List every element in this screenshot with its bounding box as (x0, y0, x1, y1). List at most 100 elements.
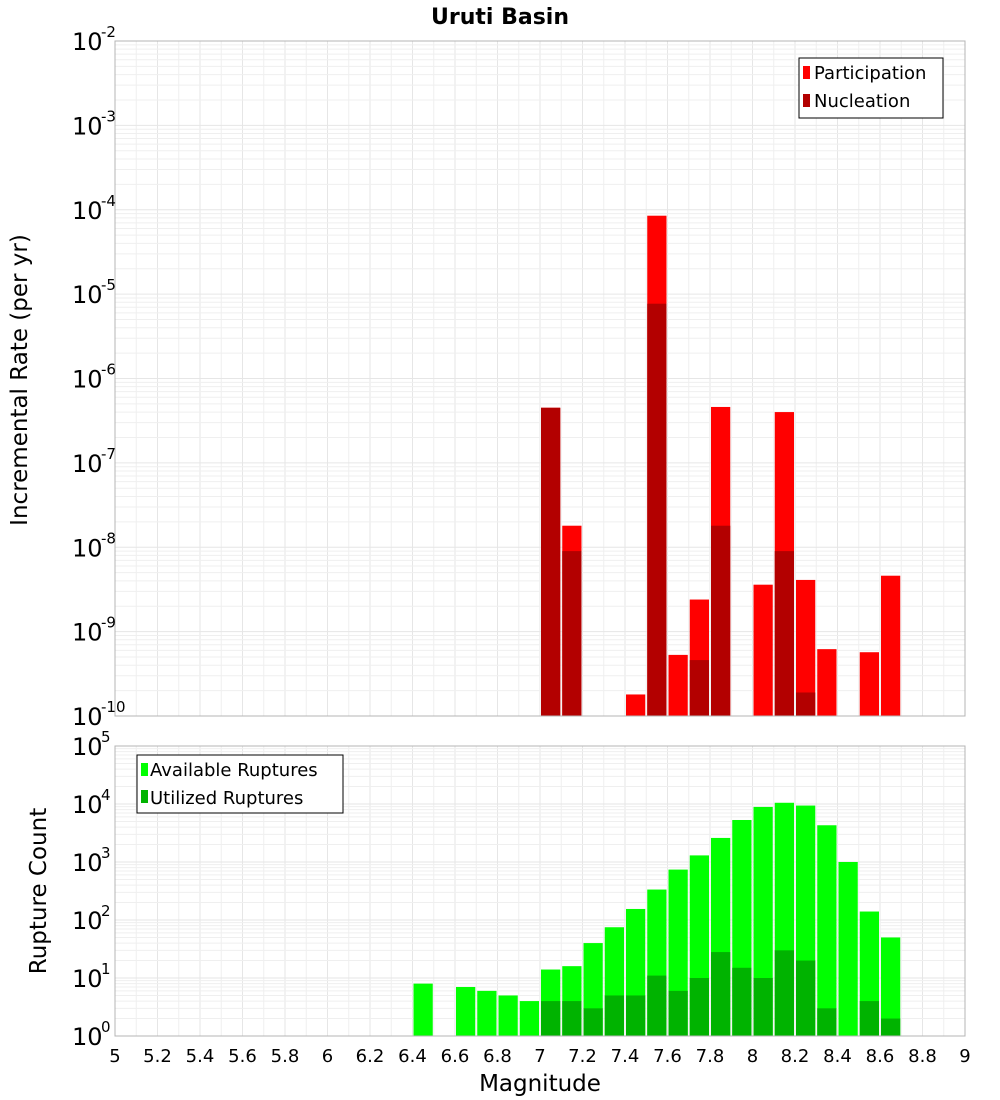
bottom-bar-utilized-ruptures (689, 978, 709, 1036)
bottom-bar-utilized-ruptures (711, 952, 731, 1036)
top-y-tick-exponent: -8 (101, 529, 116, 547)
top-y-tick-exponent: -10 (101, 698, 126, 716)
bottom-bars (413, 802, 901, 1036)
x-tick-label: 6 (322, 1046, 333, 1067)
bottom-bar-utilized-ruptures (668, 990, 688, 1036)
bottom-bar-available-ruptures (413, 983, 433, 1036)
top-bar-participation (753, 584, 773, 716)
x-tick-label: 7.8 (696, 1046, 725, 1067)
top-bar-participation (796, 579, 816, 716)
top-bar-nucleation (774, 551, 794, 716)
bottom-bar-utilized-ruptures (796, 960, 816, 1036)
bottom-y-tick-exponent: 5 (101, 728, 111, 746)
bottom-y-tick-exponent: 3 (101, 844, 111, 862)
top-y-tick-label: 10-7 (72, 445, 116, 478)
top-bar-nucleation (689, 660, 709, 716)
top-y-tick-base: 10 (72, 366, 103, 394)
x-tick-label: 6.4 (398, 1046, 427, 1067)
top-legend-box (798, 57, 944, 119)
top-y-tick-base: 10 (72, 197, 103, 225)
top-y-tick-base: 10 (72, 450, 103, 478)
bottom-y-tick-base: 10 (72, 965, 103, 993)
bottom-bar-available-ruptures (881, 937, 901, 1036)
bottom-y-tick-exponent: 0 (101, 1018, 111, 1036)
top-bar-participation (881, 575, 901, 716)
top-y-tick-exponent: -6 (101, 361, 116, 379)
top-bars (541, 215, 901, 717)
top-y-tick-label: 10-3 (72, 107, 116, 140)
top-y-tick-label: 10-6 (72, 361, 116, 394)
bottom-y-tick-label: 105 (72, 728, 111, 761)
x-tick-label: 7.4 (611, 1046, 640, 1067)
x-tick-label: 5.6 (228, 1046, 257, 1067)
bottom-bar-utilized-ruptures (541, 1001, 561, 1036)
bottom-bar-utilized-ruptures (562, 1001, 582, 1036)
bottom-y-tick-base: 10 (72, 1023, 103, 1051)
bottom-bar-available-ruptures (498, 995, 518, 1036)
bottom-y-tick-label: 100 (72, 1018, 111, 1051)
bottom-bar-available-ruptures (838, 862, 858, 1036)
bottom-y-axis-label: Rupture Count (26, 808, 52, 974)
x-tick-label: 8.6 (866, 1046, 895, 1067)
legend-label-utilized: Utilized Ruptures (150, 788, 303, 809)
bottom-bar-available-ruptures (456, 986, 476, 1036)
top-plot-frame (114, 40, 966, 717)
top-y-tick-label: 10-10 (72, 698, 126, 731)
top-legend: Participation Nucleation (798, 57, 944, 119)
bottom-y-tick-label: 103 (72, 844, 111, 877)
top-y-tick-label: 10-2 (72, 23, 116, 56)
bottom-y-tick-exponent: 1 (101, 960, 111, 978)
x-tick-label: 6.6 (441, 1046, 470, 1067)
x-tick-label: 6.8 (483, 1046, 512, 1067)
x-tick-label: 5.4 (186, 1046, 215, 1067)
x-tick-label: 7.2 (568, 1046, 597, 1067)
bottom-y-tick-label: 101 (72, 960, 111, 993)
x-tick-label: 8.8 (908, 1046, 937, 1067)
bottom-bar-utilized-ruptures (732, 967, 752, 1036)
top-y-tick-exponent: -5 (101, 276, 116, 294)
x-tick-label: 8.2 (781, 1046, 810, 1067)
bottom-y-tick-exponent: 2 (101, 902, 111, 920)
x-tick-label: 8.4 (823, 1046, 852, 1067)
x-tick-label: 9 (959, 1046, 970, 1067)
bottom-y-tick-base: 10 (72, 791, 103, 819)
bottom-bar-utilized-ruptures (626, 995, 646, 1036)
legend-swatch-participation (803, 66, 810, 79)
top-y-tick-exponent: -2 (101, 23, 116, 41)
bottom-bar-utilized-ruptures (817, 1008, 837, 1036)
legend-label-nucleation: Nucleation (814, 91, 910, 112)
top-y-tick-exponent: -3 (101, 107, 116, 125)
top-y-tick-base: 10 (72, 112, 103, 140)
top-y-tick-base: 10 (72, 619, 103, 647)
x-tick-label: 5 (109, 1046, 120, 1067)
top-y-tick-base: 10 (72, 703, 103, 731)
bottom-bar-utilized-ruptures (881, 1018, 901, 1036)
top-y-tick-label: 10-8 (72, 529, 116, 562)
bottom-y-tick-label: 104 (72, 786, 111, 819)
x-tick-label: 5.2 (143, 1046, 172, 1067)
top-bar-nucleation (562, 551, 582, 716)
bottom-legend-box (136, 754, 344, 814)
x-tick-label: 5.8 (271, 1046, 300, 1067)
x-tick-label: 7.6 (653, 1046, 682, 1067)
x-axis-label: Magnitude (479, 1071, 601, 1097)
top-bar-participation (817, 649, 837, 716)
x-tick-label: 8 (747, 1046, 758, 1067)
top-y-tick-exponent: -4 (101, 192, 116, 210)
top-y-axis-label: Incremental Rate (per yr) (7, 234, 33, 526)
bottom-bar-utilized-ruptures (753, 978, 773, 1036)
bottom-bar-utilized-ruptures (774, 950, 794, 1036)
bottom-bar-available-ruptures (477, 990, 497, 1036)
bottom-bar-utilized-ruptures (583, 1008, 603, 1036)
top-y-tick-exponent: -9 (101, 614, 116, 632)
top-bar-nucleation (541, 407, 561, 716)
top-bar-nucleation (711, 525, 731, 716)
top-y-tick-base: 10 (72, 534, 103, 562)
bottom-bar-utilized-ruptures (604, 995, 624, 1036)
bottom-y-tick-base: 10 (72, 907, 103, 935)
legend-label-participation: Participation (814, 63, 926, 84)
top-y-tick-base: 10 (72, 281, 103, 309)
